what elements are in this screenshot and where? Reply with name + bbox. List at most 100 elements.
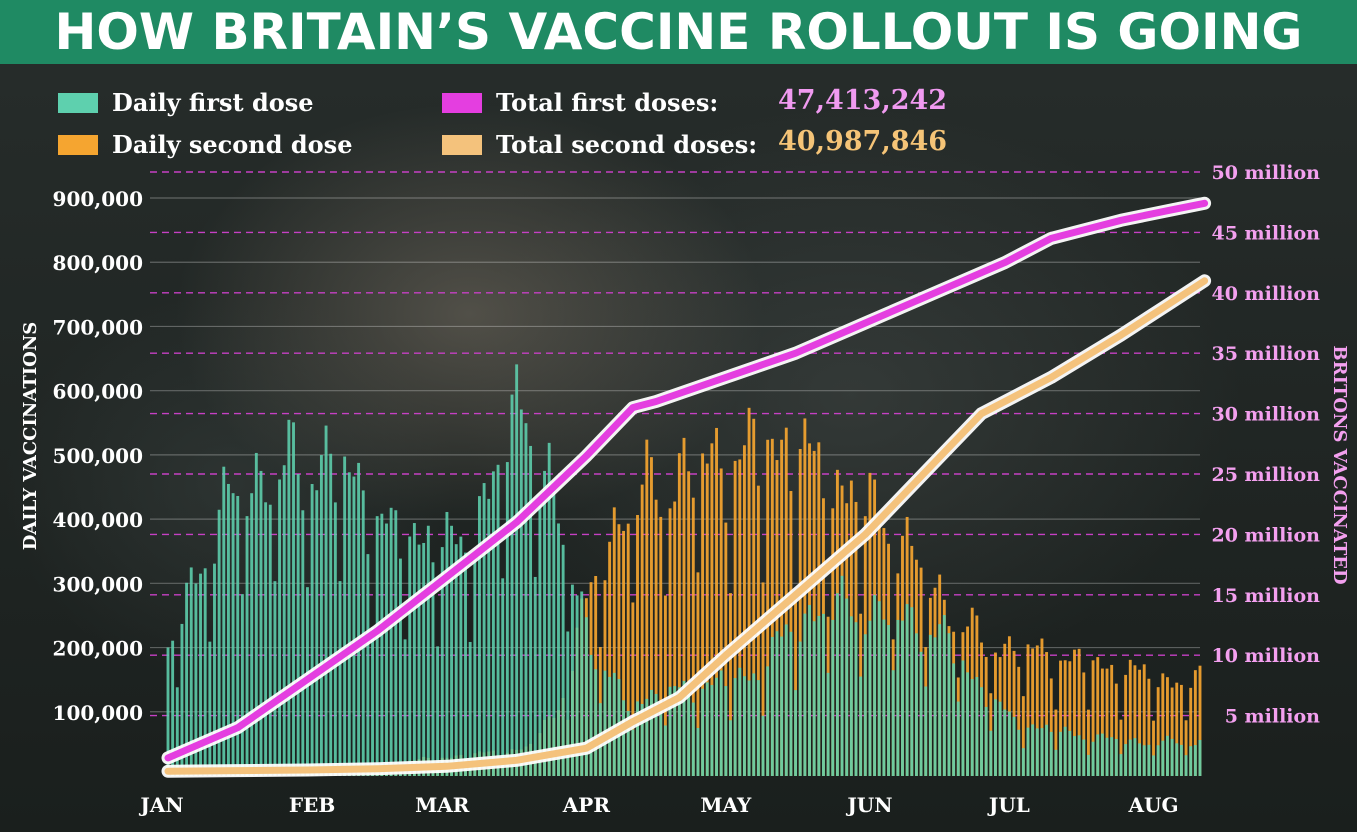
first-dose-bar	[505, 462, 509, 776]
first-dose-bar	[459, 536, 463, 776]
second-dose-bar	[1096, 657, 1100, 776]
first-dose-bar	[315, 490, 319, 776]
first-dose-bar	[324, 425, 328, 776]
second-dose-bar	[719, 468, 723, 776]
first-dose-bar	[1142, 745, 1146, 776]
first-dose-bar	[636, 701, 639, 776]
chart-title: HOW BRITAIN’S VACCINE ROLLOUT IS GOING	[54, 3, 1303, 61]
first-dose-bar	[310, 484, 314, 776]
first-dose-bar	[1068, 730, 1072, 776]
month-tick-label: JAN	[138, 793, 183, 817]
first-dose-bar	[1124, 744, 1128, 776]
first-dose-bar	[347, 472, 351, 776]
first-dose-bar	[1063, 726, 1067, 776]
first-dose-bar	[491, 471, 495, 776]
first-dose-bar	[226, 483, 230, 776]
first-dose-bar	[984, 706, 988, 776]
first-dose-bar	[928, 634, 932, 776]
first-dose-bar	[385, 523, 388, 776]
second-dose-bar	[1189, 687, 1193, 776]
first-dose-bar	[747, 680, 751, 776]
first-dose-bar	[519, 409, 523, 776]
first-dose-bar	[189, 567, 193, 776]
second-dose-bar	[1161, 673, 1165, 776]
first-dose-bar	[1138, 743, 1142, 776]
first-dose-bar	[919, 651, 923, 776]
second-dose-bar	[1007, 636, 1011, 776]
first-dose-bar	[282, 465, 286, 776]
first-dose-bar	[854, 622, 858, 776]
first-dose-bar	[1147, 744, 1151, 776]
second-dose-bar	[1026, 644, 1030, 776]
first-dose-bar	[789, 631, 793, 776]
first-dose-bar	[1003, 709, 1007, 776]
first-dose-bar	[333, 502, 337, 776]
first-dose-bar	[301, 510, 305, 776]
left-tick-label: 400,000	[53, 508, 143, 532]
first-dose-bar	[626, 711, 630, 776]
first-dose-bar	[171, 640, 175, 776]
first-dose-bar	[510, 394, 514, 776]
first-dose-bar	[240, 594, 244, 776]
first-dose-bar	[752, 673, 756, 776]
first-dose-bar	[203, 568, 207, 776]
total-first-doses-line	[164, 199, 1209, 762]
left-tick-label: 200,000	[53, 637, 143, 661]
first-dose-bar	[552, 481, 556, 776]
first-dose-bar	[454, 544, 458, 776]
first-dose-bar	[1175, 743, 1179, 776]
legend-label-total-first: Total first doses:	[496, 88, 719, 117]
first-dose-bar	[1026, 727, 1030, 776]
first-dose-bar	[254, 452, 258, 776]
first-dose-bar	[566, 631, 570, 776]
first-dose-bar	[780, 636, 784, 776]
first-dose-bar	[1012, 716, 1016, 776]
first-dose-bar	[1184, 755, 1188, 776]
first-dose-bar	[877, 601, 881, 776]
second-dose-bar	[650, 457, 653, 776]
first-dose-bar	[938, 624, 942, 776]
left-tick-label: 300,000	[53, 572, 143, 596]
first-dose-bar	[840, 575, 844, 776]
first-dose-bar	[561, 544, 565, 776]
first-dose-bar	[464, 552, 467, 776]
first-dose-bar	[1031, 724, 1035, 776]
first-dose-bar	[891, 670, 895, 776]
first-dose-bar	[496, 464, 500, 776]
second-dose-bar	[636, 514, 639, 776]
first-dose-bar	[794, 690, 798, 776]
second-dose-bar	[1073, 649, 1076, 776]
first-dose-bar	[826, 672, 830, 776]
first-dose-bar	[538, 499, 542, 776]
first-dose-bar	[905, 604, 909, 776]
first-dose-bar	[259, 470, 263, 776]
second-dose-bar	[1170, 687, 1174, 776]
second-dose-bar	[654, 499, 658, 776]
first-dose-bar	[1035, 728, 1039, 776]
legend-swatch-total-second	[442, 134, 482, 155]
first-dose-bar	[338, 581, 342, 776]
first-dose-bar	[180, 623, 184, 776]
second-dose-bar	[1063, 660, 1067, 776]
second-dose-bar	[673, 501, 677, 776]
first-dose-bar	[357, 462, 361, 776]
first-dose-bar	[389, 507, 393, 776]
first-dose-bar	[845, 598, 849, 776]
second-dose-bar	[1119, 719, 1123, 776]
second-dose-bar	[715, 427, 718, 776]
second-dose-bar	[1068, 661, 1072, 776]
first-dose-bar	[557, 523, 560, 776]
first-dose-bar	[668, 686, 672, 776]
second-dose-bar	[1049, 678, 1053, 776]
first-dose-bar	[663, 725, 667, 776]
first-dose-bar	[1133, 738, 1137, 776]
second-dose-bar	[1152, 720, 1155, 776]
second-dose-bar	[733, 460, 737, 776]
second-dose-bar	[617, 524, 621, 776]
first-dose-bars	[166, 364, 1202, 776]
first-dose-bar	[217, 509, 221, 776]
first-dose-bar	[882, 619, 886, 776]
first-dose-bar	[822, 613, 825, 776]
first-dose-bar	[1021, 748, 1025, 776]
second-dose-bar	[645, 439, 649, 776]
